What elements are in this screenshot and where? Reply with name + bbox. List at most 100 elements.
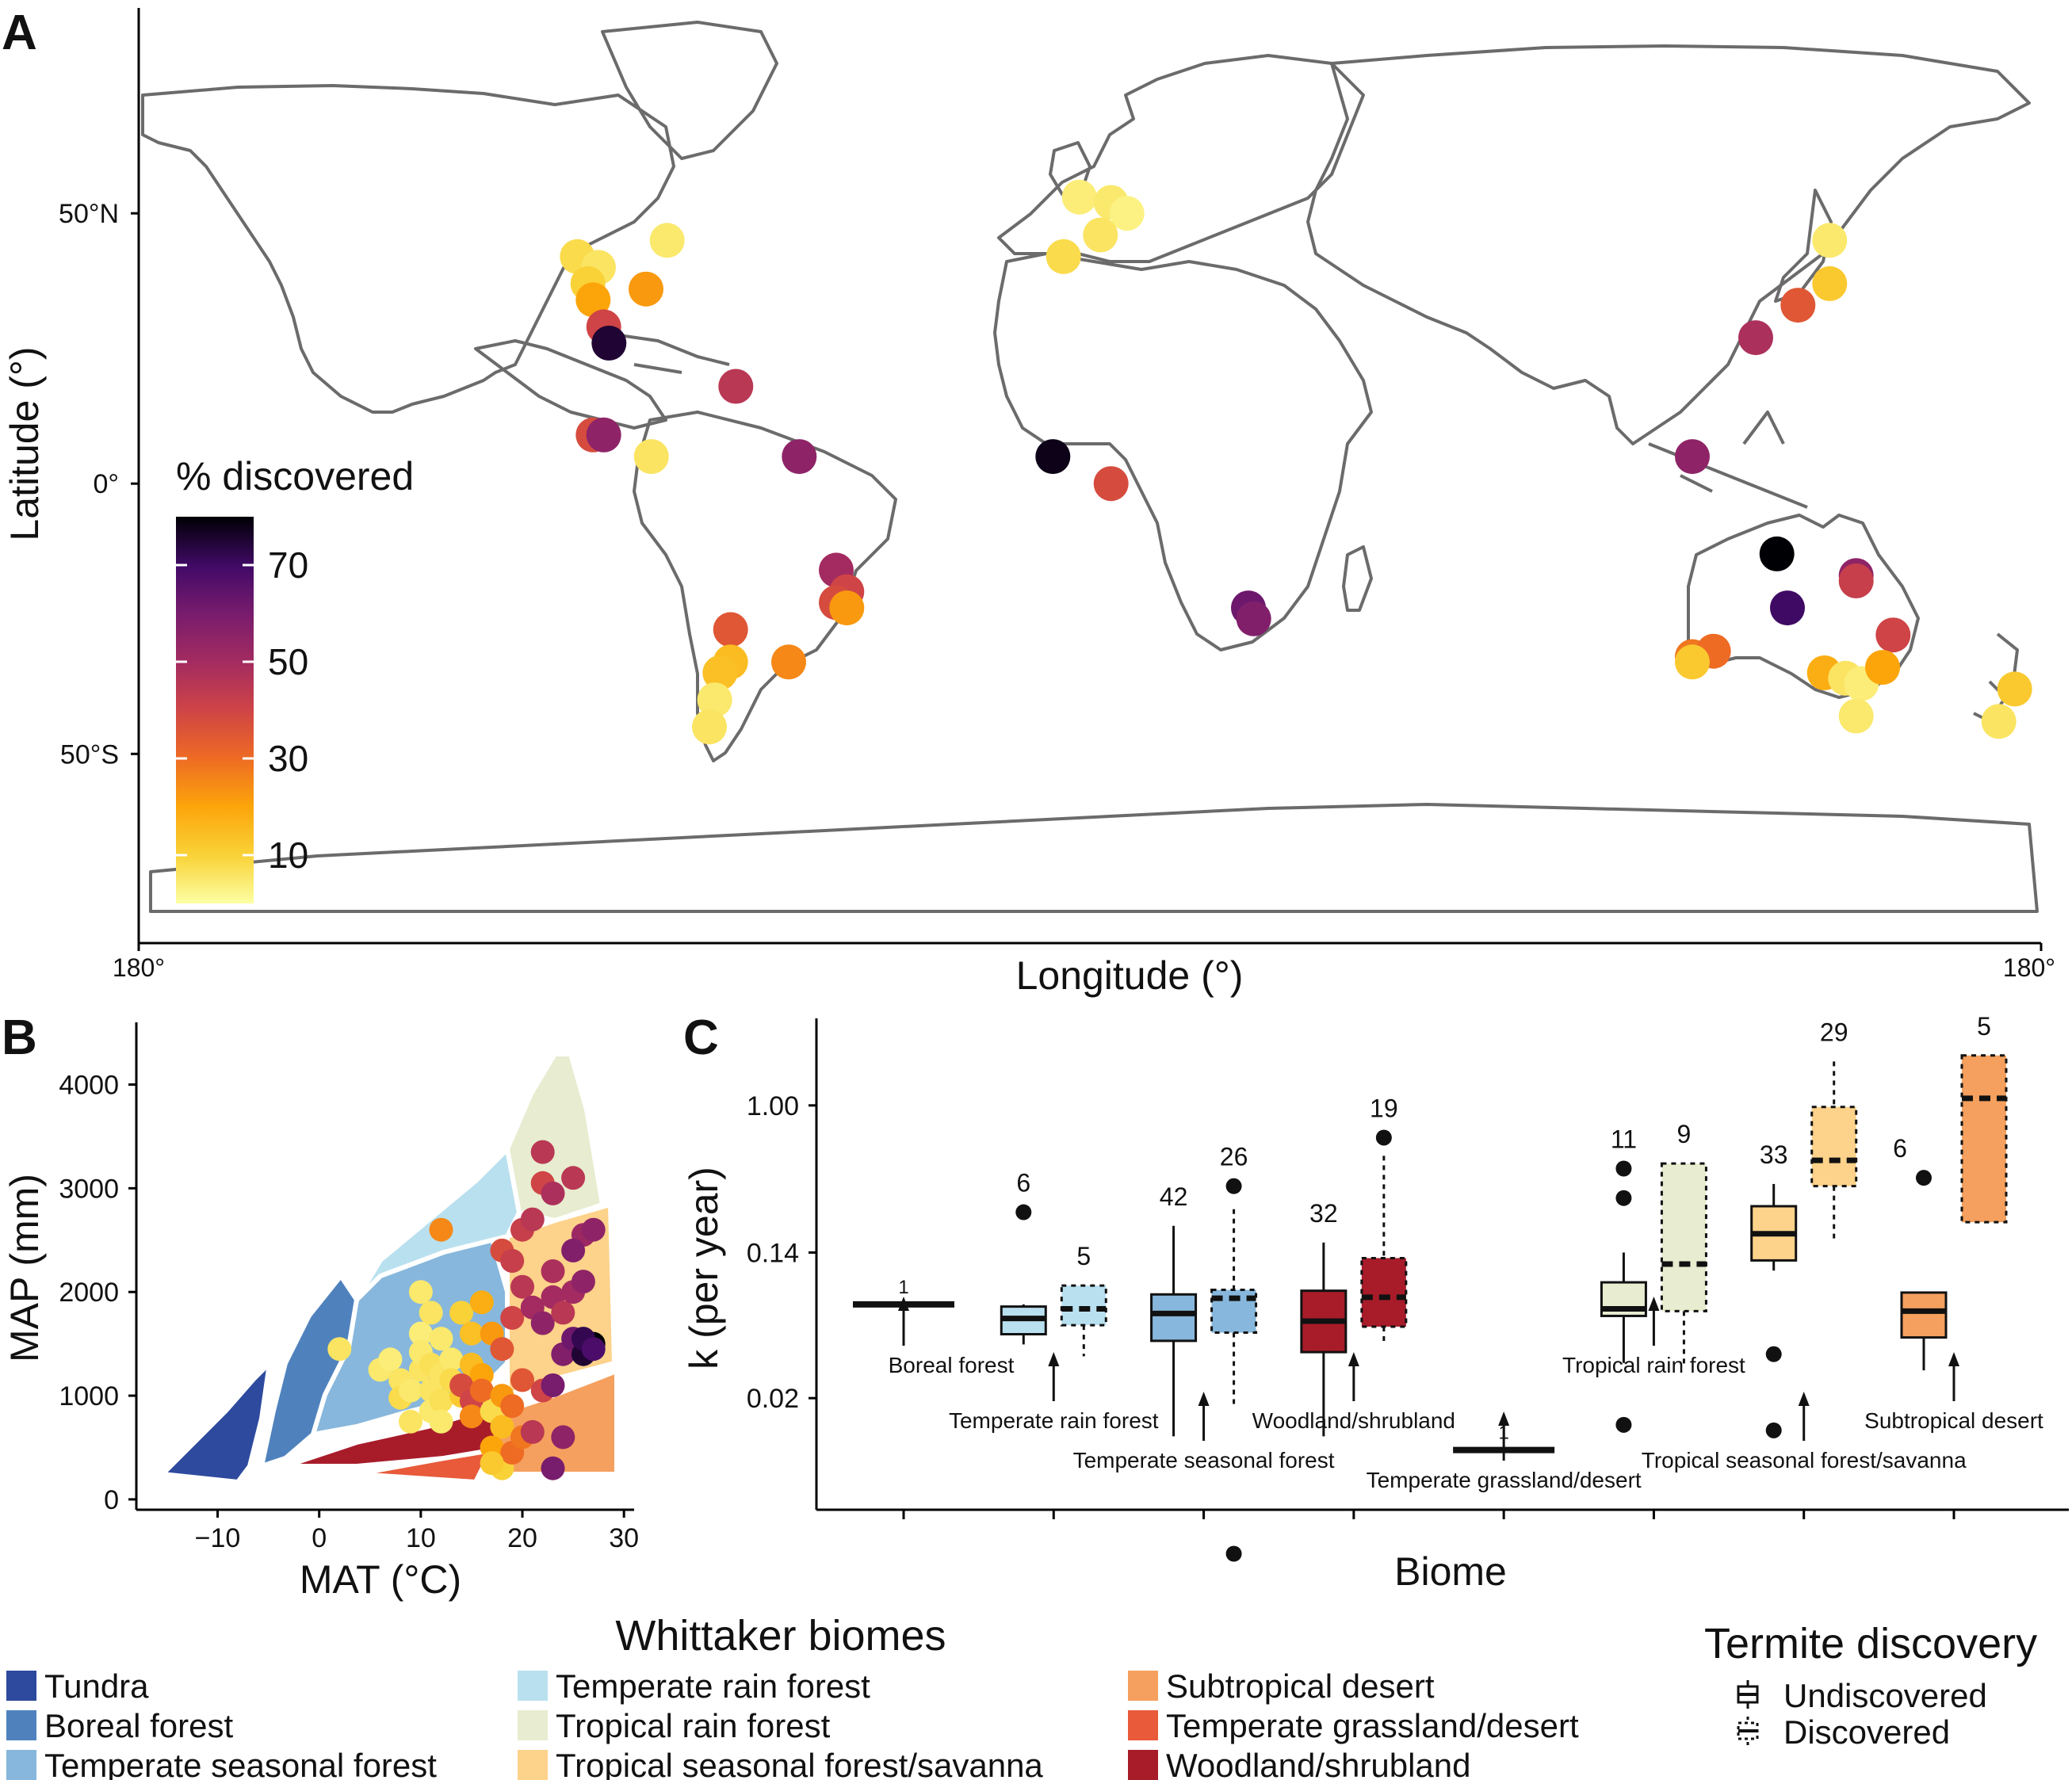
b-site-point: [429, 1327, 453, 1351]
box-outlier: [1225, 1545, 1242, 1562]
c-arrow-head: [1048, 1352, 1060, 1366]
c-arrow-head: [1198, 1392, 1210, 1406]
map-site-point: [1046, 239, 1081, 274]
b-site-point: [459, 1321, 484, 1346]
legend-biome-swatch: [1128, 1710, 1158, 1740]
c-biome-labels: Boreal forest Temperate rain forest Temper…: [889, 1297, 2043, 1492]
box-n-label: 1: [898, 1277, 908, 1298]
b-site-point: [429, 1409, 453, 1434]
map-site-point: [718, 369, 754, 404]
b-site-point: [469, 1290, 494, 1315]
c-y-tick-label: 0.02: [747, 1384, 799, 1414]
map-site-point: [1838, 698, 1874, 734]
b-site-point: [561, 1166, 586, 1190]
b-site-point: [530, 1311, 555, 1335]
panel-b-whittaker: −10 0 10 20 30 0 1000 2000 3000 4000 MAP (mm) MAT…: [2, 1022, 639, 1602]
legend-biome-swatch: [1128, 1671, 1158, 1701]
b-site-point: [520, 1419, 545, 1444]
map-site-point: [1770, 590, 1805, 626]
legend-biome-swatch: [518, 1671, 548, 1701]
map-site-point: [1035, 439, 1071, 475]
b-site-point: [399, 1378, 422, 1403]
b-site-point: [510, 1274, 534, 1299]
b-site-point: [469, 1378, 494, 1403]
panel-label-a: A: [2, 6, 37, 60]
box-n-label: 19: [1370, 1094, 1398, 1122]
land-north-america: [141, 84, 675, 414]
b-y-tick-label: 3000: [59, 1174, 119, 1204]
legend-biome-swatch: [6, 1671, 36, 1701]
box-body: [1660, 1162, 1707, 1312]
box-outlier: [1765, 1422, 1782, 1438]
b-site-point: [551, 1425, 575, 1450]
box-outlier: [1615, 1190, 1632, 1206]
b-site-point: [541, 1373, 565, 1397]
map-site-point: [633, 439, 669, 475]
map-site-point: [649, 223, 685, 258]
c-biome-label: Temperate rain forest: [949, 1352, 1159, 1433]
map-site-point: [692, 709, 727, 745]
box-n-label: 5: [1076, 1242, 1091, 1270]
map-site-point: [702, 655, 738, 690]
c-biome-label-text: Boreal forest: [889, 1353, 1015, 1377]
c-arrow-head: [898, 1297, 909, 1311]
c-biome-label: Temperate seasonal forest: [1073, 1392, 1335, 1473]
box-body: [1810, 1106, 1858, 1188]
legend-biomes-title: Whittaker biomes: [615, 1612, 946, 1660]
box-discovered: 9: [1660, 1120, 1707, 1368]
b-site-point: [419, 1301, 443, 1325]
b-site-point: [449, 1301, 474, 1325]
map-site-point: [1981, 704, 2017, 739]
c-biome-label-text: Woodland/shrubland: [1252, 1408, 1455, 1433]
map-site-point: [1812, 265, 1848, 301]
land-europe: [997, 54, 1365, 263]
c-arrow-head: [1648, 1297, 1660, 1311]
b-site-point: [581, 1217, 606, 1242]
b-x-tick-label: 0: [312, 1523, 327, 1553]
b-ticks: −10 0 10 20 30 0 1000 2000 3000 4000: [59, 1071, 639, 1553]
box-undiscovered: 11: [1600, 1125, 1647, 1433]
c-y-ticks: 1.00 0.14 0.02: [747, 1091, 816, 1414]
b-site-point: [459, 1404, 484, 1429]
b-x-tick-label: 30: [609, 1523, 639, 1553]
map-x-tick-label: 180°: [113, 953, 165, 982]
panel-label-c: C: [683, 1010, 719, 1065]
box-discovered: 29: [1810, 1018, 1858, 1243]
map-y-tick-label: 50°N: [59, 199, 119, 229]
box-outlier: [1615, 1160, 1632, 1177]
map-site-point: [1061, 179, 1097, 215]
map-site-point: [1838, 563, 1874, 598]
box-outlier: [1916, 1170, 1932, 1186]
c-biome-label-text: Tropical rain forest: [1562, 1353, 1745, 1377]
map-xlabel: Longitude (°): [1016, 953, 1244, 998]
c-biome-label-text: Temperate seasonal forest: [1073, 1448, 1335, 1473]
colorbar-tick-label: 10: [268, 835, 308, 876]
box-n-label: 6: [1893, 1134, 1907, 1163]
b-site-point: [520, 1207, 545, 1232]
map-site-point: [1780, 288, 1816, 323]
map-ylabel: Latitude (°): [2, 346, 47, 540]
box-n-label: 42: [1160, 1182, 1188, 1211]
b-site-point: [551, 1301, 575, 1325]
c-y-tick-label: 1.00: [747, 1091, 799, 1121]
map-site-point: [1875, 617, 1911, 653]
b-y-tick-label: 4000: [59, 1071, 119, 1101]
b-site-point: [581, 1337, 606, 1362]
b-y-tick-label: 0: [104, 1485, 119, 1515]
legend-termite-title: Termite discovery: [1704, 1620, 2037, 1667]
c-biome-label-text: Subtropical desert: [1864, 1408, 2043, 1433]
land-africa: [993, 252, 1373, 651]
box-body: [1960, 1054, 2008, 1224]
box-n-label: 29: [1820, 1018, 1848, 1046]
b-site-point: [408, 1321, 433, 1346]
box-body: [1060, 1284, 1107, 1327]
box-n-label: 9: [1677, 1120, 1692, 1148]
legend-biome-label: Temperate rain forest: [556, 1667, 870, 1705]
b-site-point: [541, 1259, 565, 1283]
c-xlabel: Biome: [1394, 1549, 1507, 1594]
b-x-tick-label: −10: [195, 1523, 241, 1553]
map-site-point: [591, 325, 627, 361]
map-y-tick-label: 0°: [93, 469, 119, 499]
b-site-point: [530, 1140, 555, 1164]
land-south-america: [633, 411, 897, 762]
